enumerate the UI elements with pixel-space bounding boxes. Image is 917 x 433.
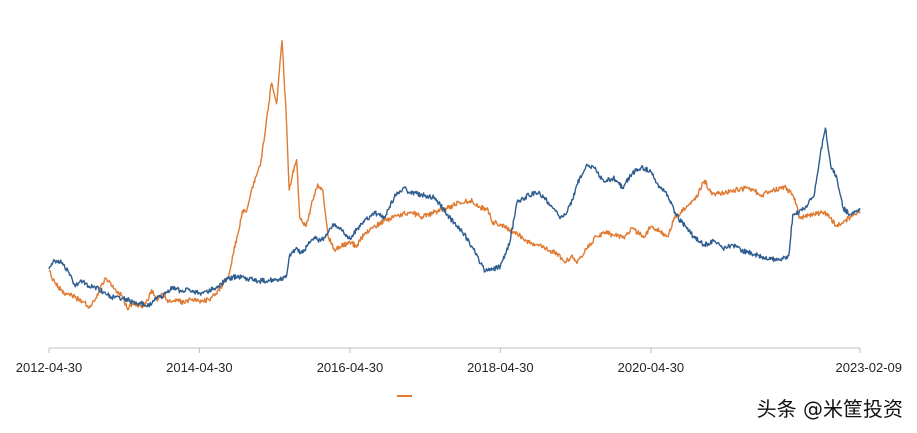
series-layer xyxy=(48,40,861,311)
x-tick-label: 2016-04-30 xyxy=(317,360,384,375)
series-line-2 xyxy=(48,127,861,308)
x-tick-label: 2012-04-30 xyxy=(16,360,83,375)
x-axis-ticks: 2012-04-30 2014-04-30 2016-04-30 2018-04-30… xyxy=(16,348,902,375)
series-line-1 xyxy=(48,40,861,311)
x-tick-label: 2018-04-30 xyxy=(467,360,534,375)
x-tick-label: 2023-02-09 xyxy=(836,360,903,375)
watermark-text: 头条 @米筐投资 xyxy=(757,397,903,421)
x-tick-label: 2014-04-30 xyxy=(166,360,233,375)
x-tick-label: 2020-04-30 xyxy=(618,360,685,375)
